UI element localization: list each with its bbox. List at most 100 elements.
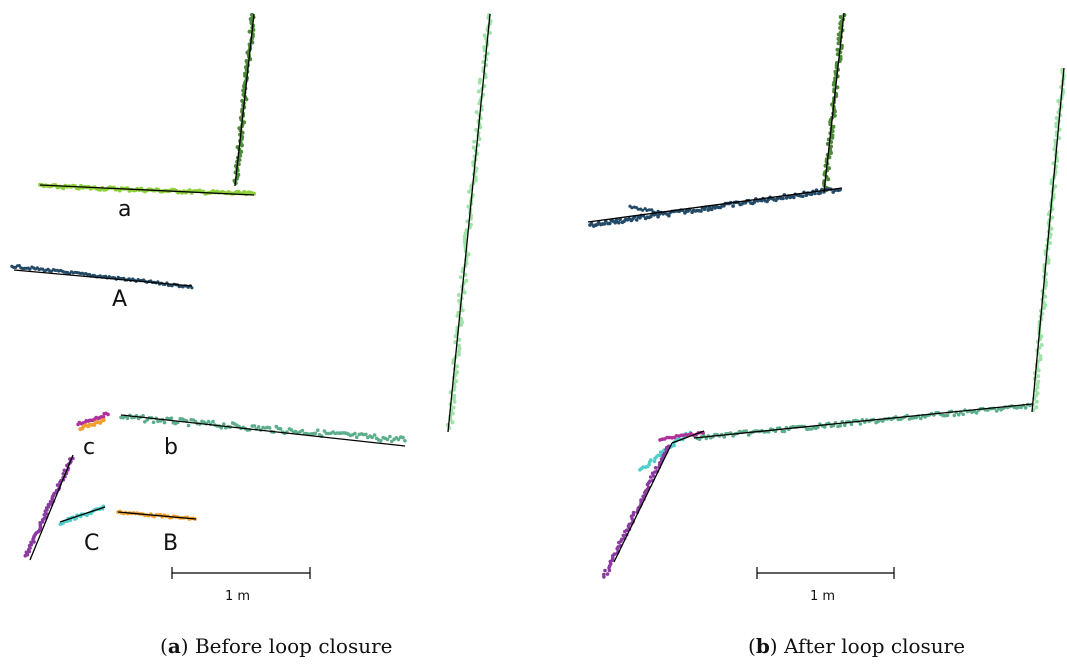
scan-point — [1043, 294, 1048, 299]
scan-point — [1023, 406, 1028, 410]
scan-point — [247, 29, 252, 34]
scan-point — [239, 143, 244, 148]
cloud-segment-b — [119, 413, 407, 444]
scan-point — [1034, 405, 1039, 410]
scan-point — [267, 426, 272, 430]
scan-point — [457, 337, 462, 342]
scan-point — [641, 465, 645, 469]
scan-point — [1049, 226, 1054, 231]
scan-point — [645, 208, 649, 212]
scan-point — [450, 411, 455, 416]
scan-point — [27, 549, 32, 554]
scan-point — [476, 89, 481, 94]
label-A: A — [112, 287, 127, 312]
scan-point — [462, 290, 467, 295]
scan-point — [1050, 215, 1055, 220]
scan-point — [809, 192, 814, 196]
scan-point — [483, 75, 488, 80]
scan-point — [474, 127, 479, 132]
line-dark-wall-a — [234, 13, 255, 187]
scan-point — [589, 221, 594, 226]
caption-b-text: After loop closure — [777, 634, 966, 658]
scan-point — [101, 418, 106, 423]
scan-point — [945, 413, 950, 418]
scan-point — [602, 575, 606, 579]
scan-point — [813, 191, 817, 196]
scan-point — [478, 77, 483, 82]
scan-point — [1036, 368, 1041, 373]
scan-point — [615, 546, 619, 551]
scan-point — [650, 471, 655, 476]
scan-point — [389, 439, 394, 444]
scan-point — [244, 97, 249, 102]
scan-point — [462, 237, 467, 241]
scan-point — [451, 396, 456, 401]
line-corner-b — [671, 430, 705, 444]
scan-point — [636, 207, 640, 211]
cloud-diagonal-a — [23, 456, 75, 558]
scan-point — [634, 218, 639, 222]
scan-point — [370, 435, 375, 440]
scan-point — [62, 468, 67, 473]
caption-panel-a: (a) Before loop closure — [160, 634, 393, 658]
scan-point — [477, 80, 482, 85]
scan-point — [653, 466, 658, 470]
scan-point — [656, 214, 660, 219]
scan-point — [801, 194, 805, 198]
scan-point — [1054, 121, 1059, 126]
scan-point — [485, 51, 490, 56]
scan-point — [252, 424, 257, 428]
scan-point — [471, 145, 476, 150]
caption-a-text: Before loop closure — [188, 634, 393, 658]
scan-point — [605, 572, 610, 576]
scan-point — [651, 474, 656, 478]
scan-point — [462, 239, 467, 244]
scale-label-a: 1 m — [225, 589, 250, 604]
scan-point — [961, 412, 965, 417]
cloud-corner-magenta-b — [658, 430, 705, 442]
line-tall-wall-b — [1031, 67, 1065, 413]
panel-b-fitted-lines — [587, 12, 1065, 563]
scale-bar-b: 1 m — [756, 567, 895, 604]
scan-point — [744, 429, 748, 433]
scan-point — [162, 420, 167, 425]
scan-point — [689, 431, 693, 436]
scan-point — [477, 137, 482, 142]
scan-point — [603, 568, 607, 573]
line-diagonal-b — [613, 442, 673, 563]
scan-point — [652, 459, 657, 464]
cloud-diagonal-b — [602, 444, 671, 579]
scan-point — [722, 435, 726, 439]
scan-point — [699, 209, 703, 213]
scan-point — [458, 275, 463, 280]
scan-point — [364, 432, 368, 437]
scan-point — [781, 196, 785, 201]
scan-point — [607, 568, 612, 573]
label-B: B — [163, 531, 178, 556]
scan-point — [826, 177, 831, 182]
scan-point — [455, 313, 460, 318]
scan-point — [647, 208, 652, 212]
scan-point — [151, 420, 156, 425]
scan-point — [23, 553, 28, 558]
scan-point — [1056, 99, 1061, 103]
scan-point — [1052, 147, 1057, 152]
label-C: C — [84, 531, 99, 556]
scan-point — [1036, 374, 1041, 379]
scan-point — [792, 195, 796, 200]
panel-b-point-clouds — [588, 13, 1066, 579]
scan-point — [641, 208, 645, 212]
scan-point — [145, 418, 149, 422]
scan-point — [455, 364, 460, 369]
scan-point — [378, 439, 383, 443]
scan-point — [1035, 382, 1040, 387]
line-segment-B — [117, 511, 197, 520]
scan-point — [1038, 354, 1043, 359]
scan-point — [43, 509, 48, 513]
scan-point — [818, 191, 823, 195]
scan-point — [219, 426, 224, 430]
scan-point — [617, 220, 621, 225]
scan-point — [474, 110, 479, 115]
scan-point — [1039, 343, 1044, 347]
scan-point — [472, 139, 477, 144]
